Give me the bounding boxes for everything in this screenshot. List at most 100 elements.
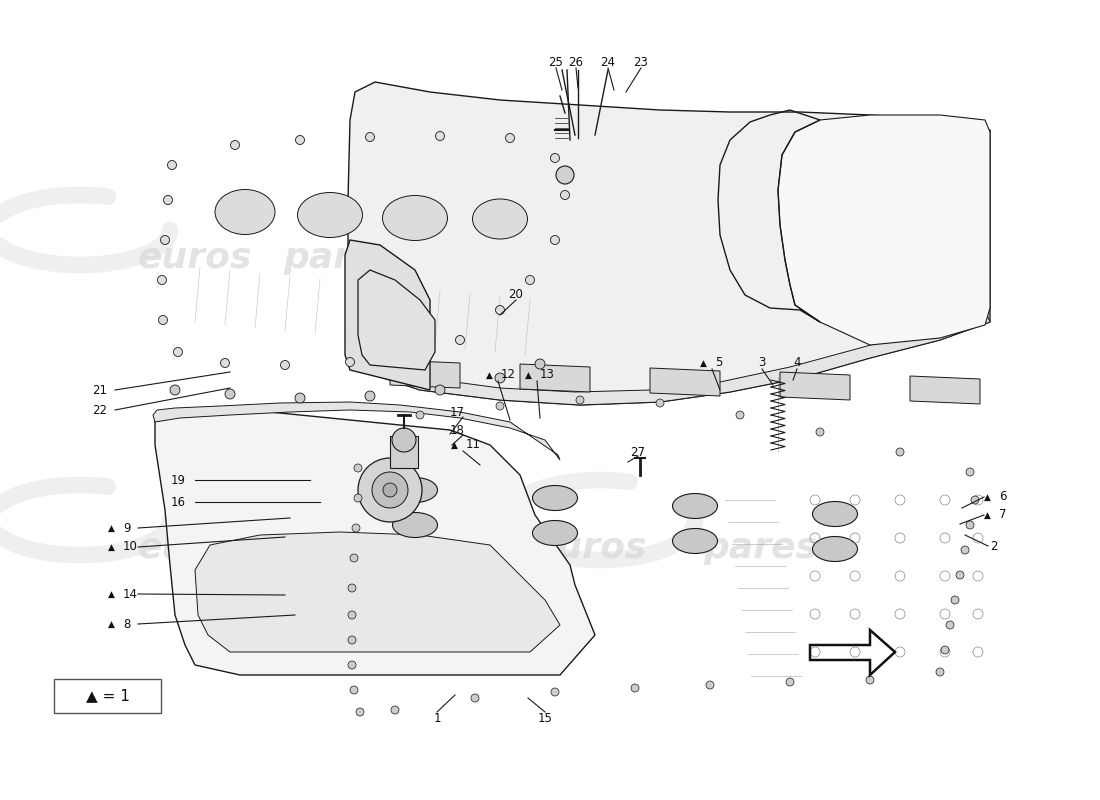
Circle shape xyxy=(936,668,944,676)
Polygon shape xyxy=(155,410,595,675)
Text: 3: 3 xyxy=(758,357,766,370)
Text: 25: 25 xyxy=(549,57,563,70)
Circle shape xyxy=(354,494,362,502)
Polygon shape xyxy=(778,115,990,345)
Circle shape xyxy=(157,275,166,285)
Circle shape xyxy=(365,133,374,142)
Circle shape xyxy=(786,678,794,686)
Ellipse shape xyxy=(672,529,717,554)
Circle shape xyxy=(296,135,305,145)
Circle shape xyxy=(966,521,974,529)
Circle shape xyxy=(940,646,949,654)
Ellipse shape xyxy=(532,521,578,546)
Text: 27: 27 xyxy=(630,446,646,458)
Text: ▲: ▲ xyxy=(451,441,458,450)
Circle shape xyxy=(348,611,356,619)
Text: ▲: ▲ xyxy=(485,370,493,379)
Text: 15: 15 xyxy=(538,711,552,725)
Ellipse shape xyxy=(297,193,363,238)
Circle shape xyxy=(280,361,289,370)
Text: ▲: ▲ xyxy=(108,542,114,551)
Polygon shape xyxy=(345,240,430,390)
Circle shape xyxy=(416,411,424,419)
Text: ▲: ▲ xyxy=(108,619,114,629)
Circle shape xyxy=(434,385,446,395)
Circle shape xyxy=(495,306,505,314)
Circle shape xyxy=(526,275,535,285)
Circle shape xyxy=(161,235,169,245)
Circle shape xyxy=(961,546,969,554)
Circle shape xyxy=(406,350,415,359)
Ellipse shape xyxy=(393,478,438,502)
Circle shape xyxy=(170,385,180,395)
Circle shape xyxy=(455,335,464,345)
Circle shape xyxy=(220,358,230,367)
Circle shape xyxy=(167,161,176,170)
Polygon shape xyxy=(153,402,560,460)
Circle shape xyxy=(866,676,874,684)
Text: euros: euros xyxy=(138,241,252,275)
Text: euros: euros xyxy=(532,531,647,565)
Ellipse shape xyxy=(473,199,528,239)
Text: pares: pares xyxy=(703,531,817,565)
Circle shape xyxy=(535,359,544,369)
Text: 24: 24 xyxy=(601,57,616,70)
Text: 9: 9 xyxy=(123,522,131,534)
Polygon shape xyxy=(390,360,460,388)
Polygon shape xyxy=(650,368,721,396)
Circle shape xyxy=(354,464,362,472)
Polygon shape xyxy=(195,532,560,652)
Polygon shape xyxy=(355,310,990,405)
Text: 18: 18 xyxy=(450,423,464,437)
Ellipse shape xyxy=(813,537,858,562)
Circle shape xyxy=(345,358,354,366)
Text: pares: pares xyxy=(703,241,817,275)
Text: pares: pares xyxy=(283,241,397,275)
Text: ▲: ▲ xyxy=(108,523,114,533)
Circle shape xyxy=(356,708,364,716)
Text: 5: 5 xyxy=(715,357,723,370)
Circle shape xyxy=(358,458,422,522)
Circle shape xyxy=(365,391,375,401)
Circle shape xyxy=(348,636,356,644)
Circle shape xyxy=(706,681,714,689)
Circle shape xyxy=(816,428,824,436)
Text: 8: 8 xyxy=(123,618,131,630)
Circle shape xyxy=(556,166,574,184)
Circle shape xyxy=(352,524,360,532)
Ellipse shape xyxy=(393,513,438,538)
Circle shape xyxy=(971,496,979,504)
Circle shape xyxy=(231,141,240,150)
Circle shape xyxy=(348,584,356,592)
Text: 26: 26 xyxy=(569,57,583,70)
Text: ▲: ▲ xyxy=(525,370,531,379)
Circle shape xyxy=(966,468,974,476)
Circle shape xyxy=(390,706,399,714)
Text: 14: 14 xyxy=(123,587,138,601)
FancyBboxPatch shape xyxy=(54,679,161,713)
Text: ▲: ▲ xyxy=(983,493,990,502)
Polygon shape xyxy=(910,376,980,404)
Circle shape xyxy=(896,448,904,456)
Circle shape xyxy=(226,389,235,399)
Text: ▲: ▲ xyxy=(700,358,706,367)
Polygon shape xyxy=(780,372,850,400)
Ellipse shape xyxy=(532,486,578,510)
Circle shape xyxy=(496,402,504,410)
Text: 22: 22 xyxy=(92,403,108,417)
Text: 1: 1 xyxy=(433,711,441,725)
Text: 23: 23 xyxy=(634,57,648,70)
Text: 20: 20 xyxy=(508,289,524,302)
Circle shape xyxy=(561,190,570,199)
Circle shape xyxy=(631,684,639,692)
Text: 21: 21 xyxy=(92,383,108,397)
Ellipse shape xyxy=(813,502,858,526)
Text: 6: 6 xyxy=(999,490,1007,503)
Circle shape xyxy=(550,154,560,162)
Circle shape xyxy=(551,688,559,696)
Circle shape xyxy=(295,393,305,403)
Text: 19: 19 xyxy=(170,474,186,486)
Circle shape xyxy=(348,661,356,669)
Text: 16: 16 xyxy=(170,495,186,509)
Circle shape xyxy=(164,195,173,205)
